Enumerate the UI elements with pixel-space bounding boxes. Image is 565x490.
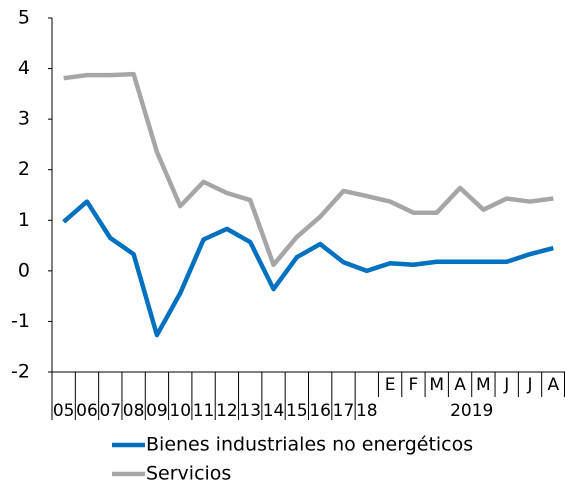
x-tick-label: 12 [216,401,238,421]
y-tick-label: 0 [18,259,30,281]
legend-label: Bienes industriales no energéticos [146,434,473,456]
series-line [63,71,554,268]
x-tick-label: 05 [53,401,75,421]
x-tick-label: 15 [286,401,308,421]
y-tick-label: -1 [11,310,30,332]
x-tick-label: 17 [333,401,355,421]
x-tick-label: M [429,375,444,395]
y-tick-label: 1 [18,209,30,231]
legend-label: Servicios [146,463,231,485]
x-tick-label: A [548,375,560,395]
x-tick-label: M [476,375,491,395]
x-tick-label: J [527,375,533,395]
y-tick-label: 4 [18,57,30,79]
x-tick-label: 11 [193,401,215,421]
y-tick-label: 5 [18,7,30,29]
y-tick-label: 3 [18,108,30,130]
x-tick-label: 18 [356,401,378,421]
x-tick-label: 08 [123,401,145,421]
group-label: 2019 [450,401,493,421]
x-tick-label: 14 [263,401,285,421]
x-tick-label: F [409,375,419,395]
x-tick-label: E [385,375,396,395]
x-tick-label: 16 [309,401,331,421]
x-tick-label: 06 [76,401,98,421]
x-tick-label: 09 [146,401,168,421]
y-tick-label: -2 [11,361,30,383]
x-tick-label: J [503,375,509,395]
x-tick-label: 07 [99,401,121,421]
x-tick-label: A [454,375,466,395]
y-tick-label: 2 [18,158,30,180]
x-tick-label: 10 [169,401,191,421]
x-tick-label: 13 [239,401,261,421]
series-line [62,199,554,338]
